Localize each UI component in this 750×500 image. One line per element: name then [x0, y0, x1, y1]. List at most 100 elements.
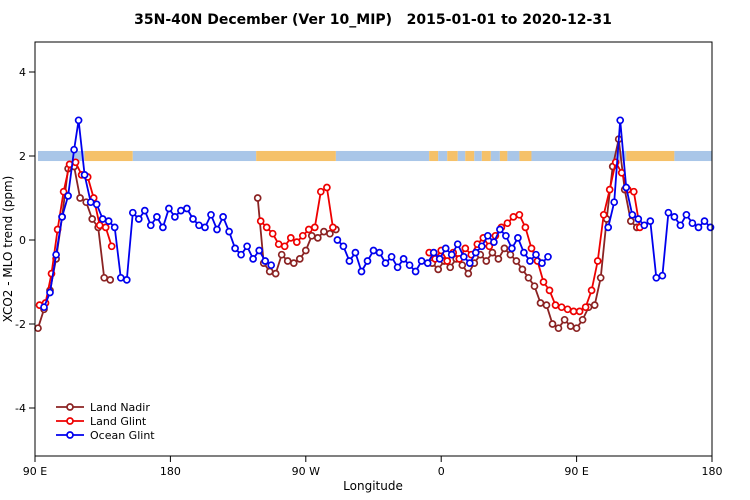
data-point-ocean-glint: [447, 250, 456, 259]
legend-marker-land-glint: [66, 417, 74, 425]
data-point-ocean-glint: [159, 223, 167, 232]
data-point-land-glint: [527, 244, 536, 253]
data-point-land-glint: [329, 223, 337, 232]
data-point-ocean-glint: [526, 257, 534, 265]
data-point-land-nadir: [530, 282, 539, 291]
data-point-land-glint: [485, 242, 494, 251]
data-point-land-nadir: [434, 265, 443, 274]
band-segment-land: [447, 150, 458, 162]
data-point-land-glint: [569, 307, 578, 316]
data-point-ocean-glint: [195, 221, 203, 230]
data-point-ocean-glint: [429, 248, 438, 257]
data-point-land-nadir: [34, 324, 42, 333]
data-point-land-glint: [461, 244, 470, 253]
x-tick-label: 90 E: [564, 465, 588, 478]
band-segment-land: [465, 150, 475, 162]
land-ocean-band: [38, 150, 712, 162]
data-point-ocean-glint: [435, 255, 444, 263]
data-point-ocean-glint: [381, 259, 390, 267]
data-point-land-nadir: [326, 229, 334, 238]
data-point-ocean-glint: [98, 215, 107, 223]
data-point-land-glint: [262, 223, 271, 232]
data-point-land-glint: [629, 187, 638, 196]
data-point-ocean-glint: [640, 221, 649, 230]
band-segment-land: [429, 150, 439, 162]
data-point-land-glint: [304, 225, 313, 234]
data-point-land-nadir: [578, 315, 587, 324]
data-point-ocean-glint: [92, 200, 101, 209]
data-point-ocean-glint: [688, 219, 697, 228]
band-segment-ocean: [438, 150, 448, 162]
data-point-land-nadir: [566, 322, 575, 330]
band-segment-land: [499, 150, 508, 162]
data-point-ocean-glint: [393, 263, 402, 272]
data-point-land-nadir: [307, 231, 316, 240]
data-point-ocean-glint: [496, 225, 504, 234]
data-point-ocean-glint: [490, 238, 498, 246]
data-point-ocean-glint: [243, 242, 251, 251]
data-point-ocean-glint: [694, 223, 703, 232]
data-point-ocean-glint: [471, 248, 480, 257]
data-point-ocean-glint: [345, 257, 354, 265]
y-tick-label: 0: [19, 234, 26, 247]
legend-marker-ocean-glint: [66, 431, 74, 439]
data-point-ocean-glint: [616, 116, 625, 125]
data-point-ocean-glint: [213, 225, 221, 234]
band-segment-ocean: [132, 150, 257, 162]
data-point-land-glint: [575, 307, 584, 316]
band-segment-land: [481, 150, 491, 162]
data-point-land-glint: [509, 213, 518, 221]
legend-item-land-nadir: Land Nadir: [56, 401, 150, 414]
data-point-land-glint: [581, 303, 590, 312]
band-segment-ocean: [474, 150, 482, 162]
data-point-ocean-glint: [670, 213, 679, 221]
y-tick-label: 2: [19, 150, 26, 163]
band-segment-ocean: [674, 150, 712, 162]
data-point-ocean-glint: [249, 255, 257, 263]
chart-title: 35N-40N December (Ver 10_MIP) 2015-01-01…: [134, 12, 612, 28]
data-point-ocean-glint: [532, 250, 540, 259]
band-segment-ocean: [335, 150, 430, 162]
data-point-land-glint: [545, 286, 554, 295]
data-point-ocean-glint: [453, 240, 462, 249]
data-point-ocean-glint: [165, 204, 173, 213]
data-point-ocean-glint: [333, 236, 342, 244]
data-point-ocean-glint: [261, 257, 270, 265]
data-point-ocean-glint: [140, 206, 149, 215]
data-point-land-nadir: [572, 324, 581, 333]
data-point-land-nadir: [554, 324, 563, 333]
x-tick-label: 0: [438, 465, 445, 478]
data-point-land-nadir: [313, 234, 322, 242]
data-point-land-nadir: [446, 263, 455, 272]
data-point-land-nadir: [277, 250, 286, 259]
band-segment-ocean: [457, 150, 466, 162]
data-point-ocean-glint: [189, 215, 197, 223]
data-point-ocean-glint: [658, 271, 667, 280]
data-point-ocean-glint: [104, 217, 113, 225]
data-point-ocean-glint: [604, 223, 613, 232]
data-point-ocean-glint: [267, 261, 276, 270]
data-point-land-glint: [551, 301, 560, 309]
data-point-ocean-glint: [153, 213, 161, 221]
data-point-ocean-glint: [207, 210, 215, 219]
data-point-ocean-glint: [544, 252, 552, 261]
data-point-land-glint: [503, 219, 512, 228]
data-point-ocean-glint: [538, 259, 546, 267]
data-point-land-glint: [587, 286, 596, 295]
data-point-land-glint: [563, 305, 572, 314]
data-point-land-nadir: [524, 273, 533, 282]
data-point-ocean-glint: [183, 204, 191, 213]
data-point-land-glint: [539, 278, 548, 286]
data-point-land-nadir: [295, 255, 304, 263]
data-series-layer: [34, 116, 715, 333]
data-point-land-glint: [515, 210, 524, 219]
data-point-ocean-glint: [700, 217, 709, 225]
data-point-land-glint: [95, 221, 104, 230]
x-tick-label: 180: [160, 465, 181, 478]
data-point-land-nadir: [265, 267, 274, 276]
data-point-ocean-glint: [411, 267, 420, 276]
data-point-land-glint: [310, 223, 319, 232]
band-segment-ocean: [531, 150, 627, 162]
y-axis-label: XCO2 - MLO trend (ppm): [1, 176, 15, 323]
